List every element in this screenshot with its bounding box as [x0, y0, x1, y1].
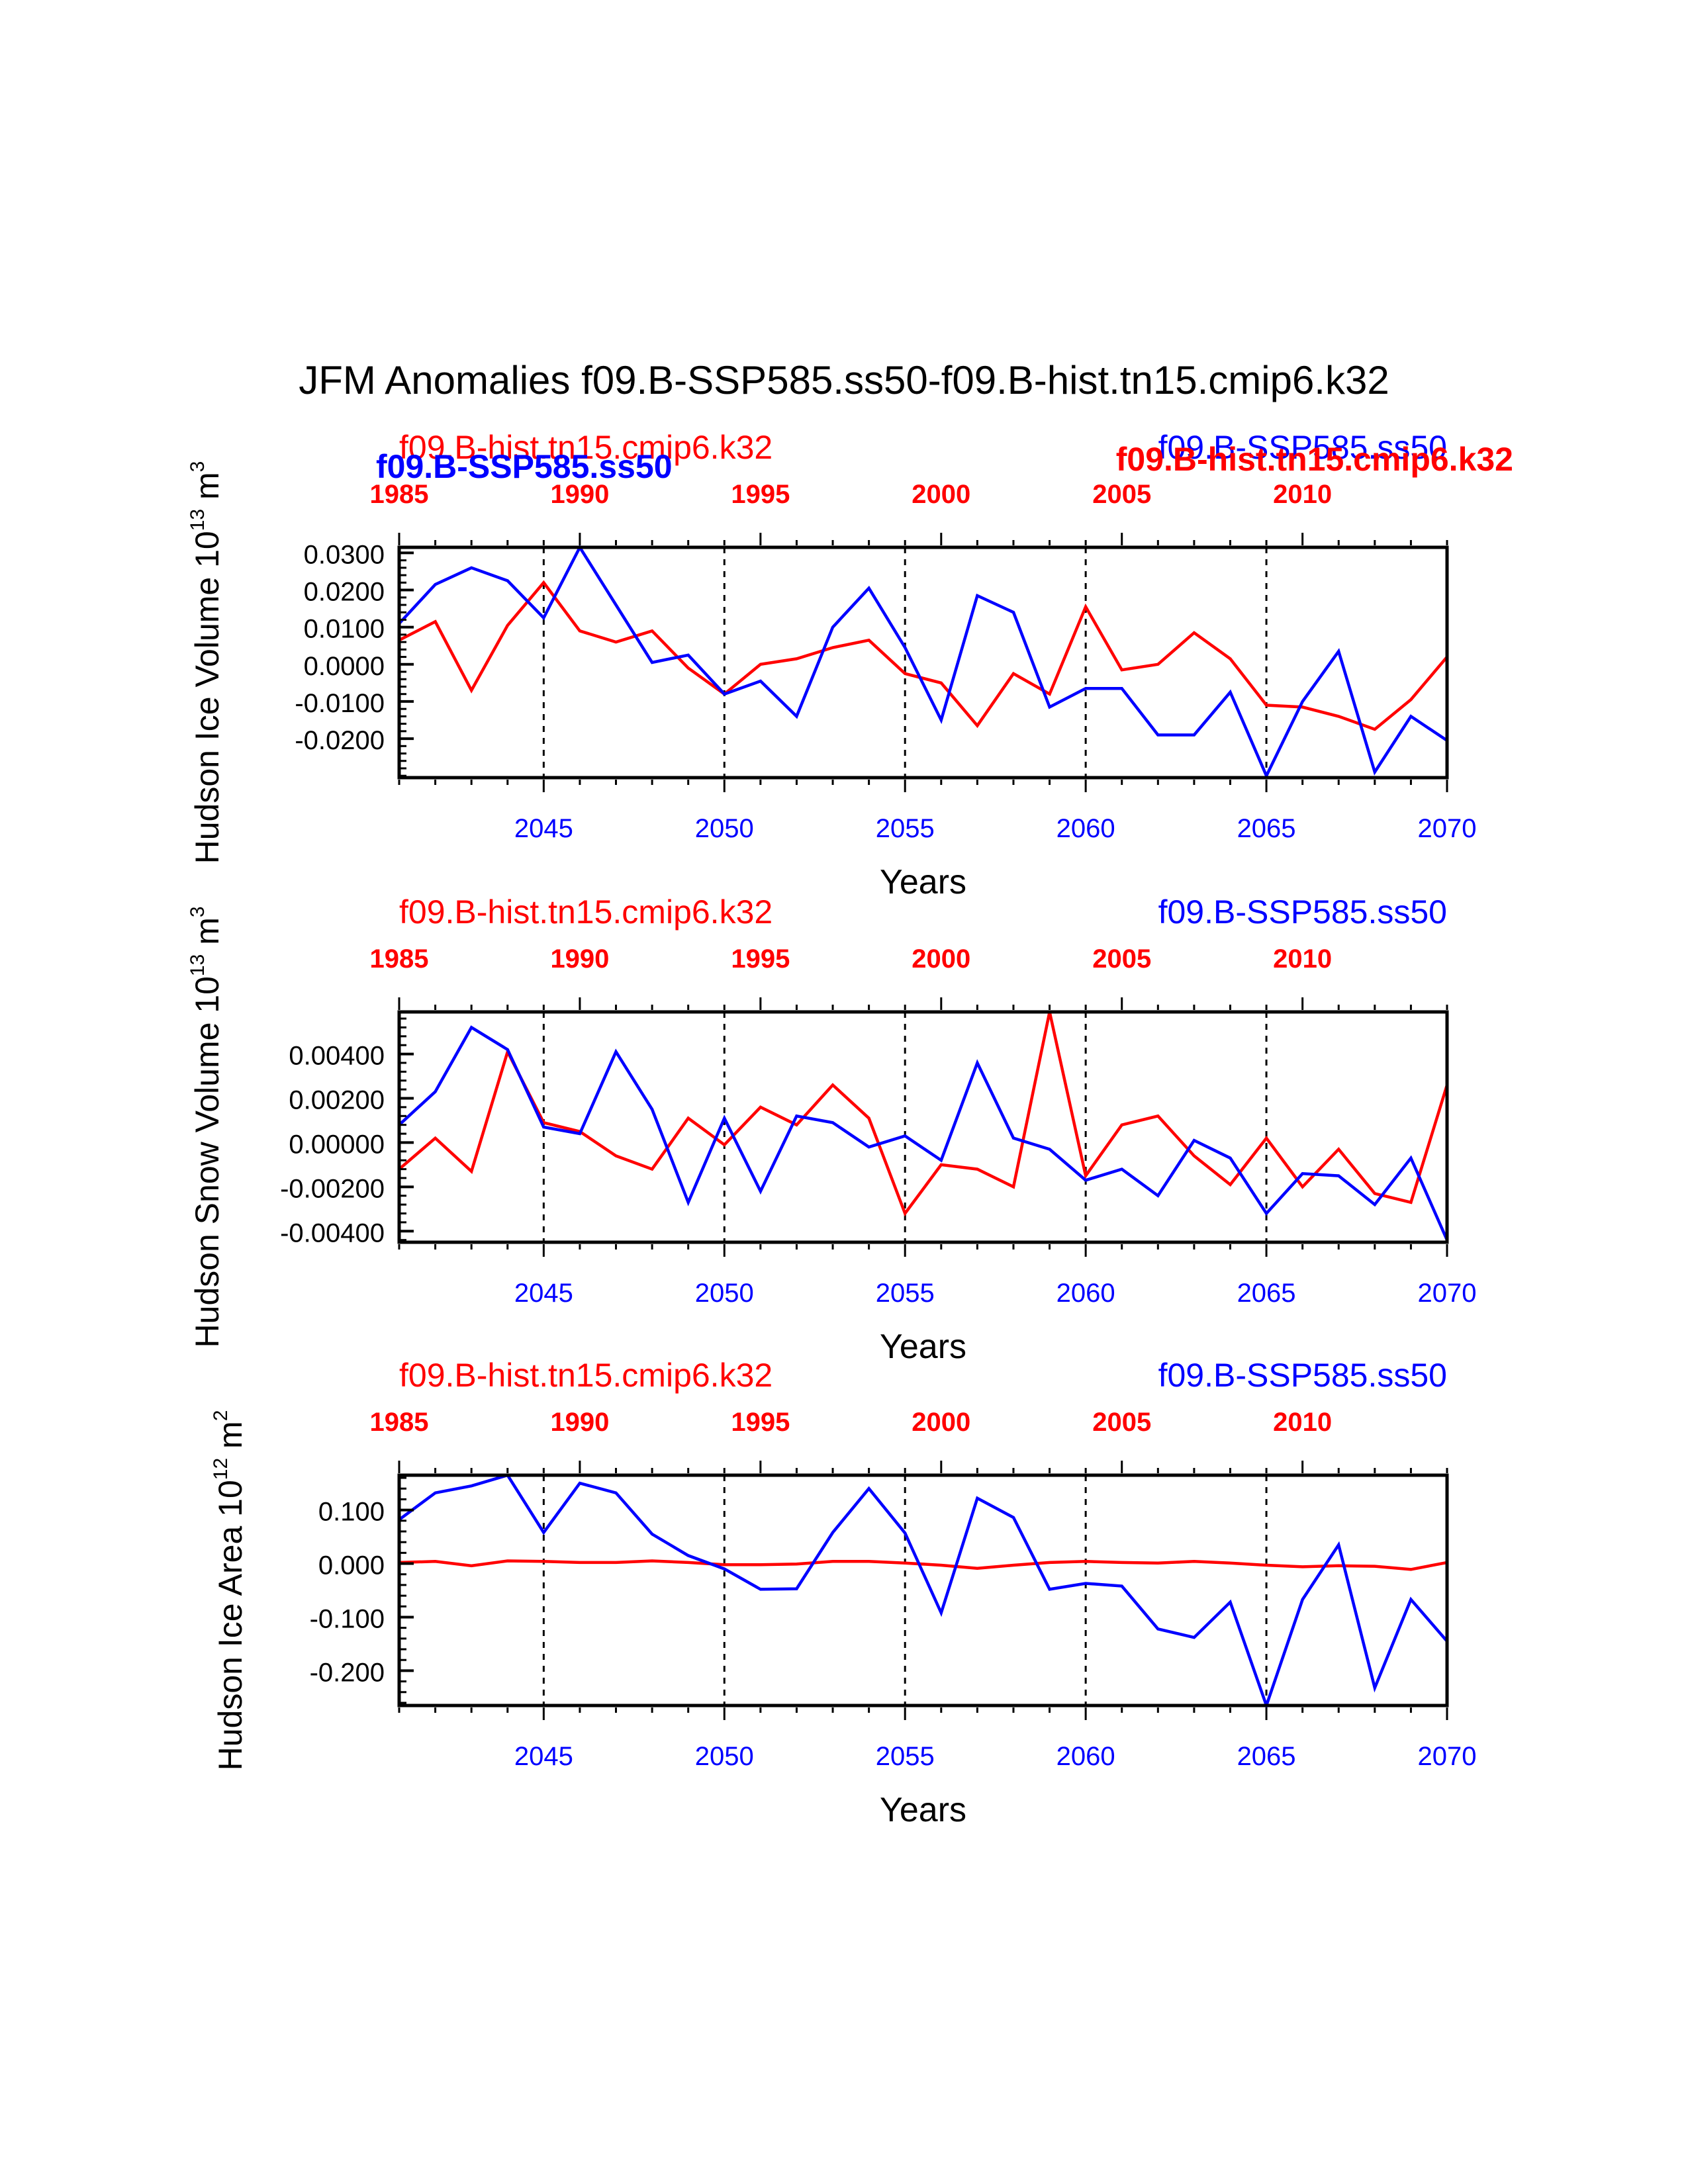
hist-series-label: f09.B-hist.tn15.cmip6.k32	[399, 429, 773, 466]
y-axis-title: Hudson Snow Volume 1013 m3	[187, 906, 226, 1347]
ssp-series-label: f09.B-SSP585.ss50	[1158, 429, 1447, 466]
top-x-tick-label: 1985	[370, 480, 429, 509]
bottom-x-tick-label: 2070	[1418, 814, 1477, 843]
bottom-x-tick-label: 2065	[1237, 1742, 1296, 1771]
top-x-tick-label: 2000	[912, 480, 970, 509]
bottom-x-tick-label: 2050	[695, 1742, 754, 1771]
y-tick-label: 0.00200	[289, 1086, 385, 1115]
bottom-x-tick-label: 2065	[1237, 814, 1296, 843]
bottom-x-tick-label: 2045	[514, 814, 573, 843]
ssp585-series-line	[398, 544, 1448, 780]
y-tick-label: 0.00000	[289, 1130, 385, 1159]
ssp-series-label: f09.B-SSP585.ss50	[1158, 893, 1447, 931]
bottom-x-tick-label: 2055	[876, 1742, 935, 1771]
y-tick-label: 0.100	[318, 1498, 385, 1527]
bottom-x-tick-label: 2045	[514, 1742, 573, 1771]
plot-frame	[397, 1010, 1449, 1244]
y-tick-label: 0.000	[318, 1551, 385, 1580]
y-tick-label: 0.00400	[289, 1042, 385, 1071]
y-tick-label: 0.0000	[304, 652, 385, 681]
top-x-tick-label: 2005	[1092, 944, 1151, 974]
y-tick-label: 0.0300	[304, 540, 385, 569]
top-x-tick-label: 2000	[912, 1408, 970, 1437]
bottom-x-tick-label: 2070	[1418, 1742, 1477, 1771]
bottom-x-tick-label: 2060	[1056, 1279, 1115, 1308]
top-x-tick-label: 2010	[1273, 480, 1332, 509]
x-axis-title: Years	[880, 1328, 966, 1366]
top-x-tick-label: 1985	[370, 1408, 429, 1437]
top-x-tick-label: 1990	[550, 944, 609, 974]
bottom-x-tick-label: 2050	[695, 814, 754, 843]
hist-series-line	[398, 1011, 1449, 1217]
plot-frame	[397, 545, 1449, 780]
hist-series-label: f09.B-hist.tn15.cmip6.k32	[399, 893, 773, 931]
top-x-tick-label: 1995	[731, 1408, 790, 1437]
y-tick-label: -0.00200	[280, 1174, 385, 1203]
y-tick-label: 0.0200	[304, 578, 385, 607]
top-x-tick-label: 2005	[1092, 480, 1151, 509]
top-x-tick-label: 2000	[912, 944, 970, 974]
bottom-x-tick-label: 2060	[1056, 1742, 1115, 1771]
hist-series-label: f09.B-hist.tn15.cmip6.k32	[399, 1357, 773, 1394]
bottom-x-tick-label: 2055	[876, 1279, 935, 1308]
top-x-tick-label: 1995	[731, 944, 790, 974]
y-tick-label: -0.100	[310, 1604, 385, 1633]
hist-series-line	[398, 580, 1448, 731]
top-x-tick-label: 2005	[1092, 1408, 1151, 1437]
ssp-series-label: f09.B-SSP585.ss50	[1158, 1357, 1447, 1394]
top-x-tick-label: 1990	[550, 1408, 609, 1437]
figure-title: JFM Anomalies f09.B-SSP585.ss50-f09.B-hi…	[299, 358, 1389, 402]
bottom-x-tick-label: 2060	[1056, 814, 1115, 843]
top-x-tick-label: 1985	[370, 944, 429, 974]
bottom-x-tick-label: 2045	[514, 1279, 573, 1308]
y-tick-label: -0.0200	[295, 726, 385, 755]
ssp585-series-line	[398, 1473, 1448, 1710]
bottom-x-tick-label: 2050	[695, 1279, 754, 1308]
y-tick-label: -0.0100	[295, 689, 385, 718]
hist-series-line	[399, 1559, 1448, 1571]
bottom-x-tick-label: 2065	[1237, 1279, 1296, 1308]
ssp-series-label-bold: f09.B-SSP585.ss50	[376, 448, 673, 485]
top-x-tick-label: 1995	[731, 480, 790, 509]
ssp585-series-line	[398, 1025, 1449, 1241]
top-x-tick-label: 2010	[1273, 944, 1332, 974]
bottom-x-tick-label: 2055	[876, 814, 935, 843]
top-x-tick-label: 1990	[550, 480, 609, 509]
top-x-tick-label: 2010	[1273, 1408, 1332, 1437]
y-tick-label: -0.200	[310, 1658, 385, 1687]
y-tick-label: -0.00400	[280, 1218, 385, 1248]
plot-frame	[397, 1473, 1449, 1707]
x-axis-title: Years	[880, 1791, 966, 1829]
hist-series-label-bold: f09.B-hist.tn15.cmip6.k32	[1116, 441, 1513, 478]
y-tick-label: 0.0100	[304, 615, 385, 644]
y-axis-title: Hudson Ice Volume 1013 m3	[187, 461, 226, 864]
bottom-x-tick-label: 2070	[1418, 1279, 1477, 1308]
x-axis-title: Years	[880, 863, 966, 901]
y-axis-title: Hudson Ice Area 1012 m2	[210, 1410, 249, 1771]
